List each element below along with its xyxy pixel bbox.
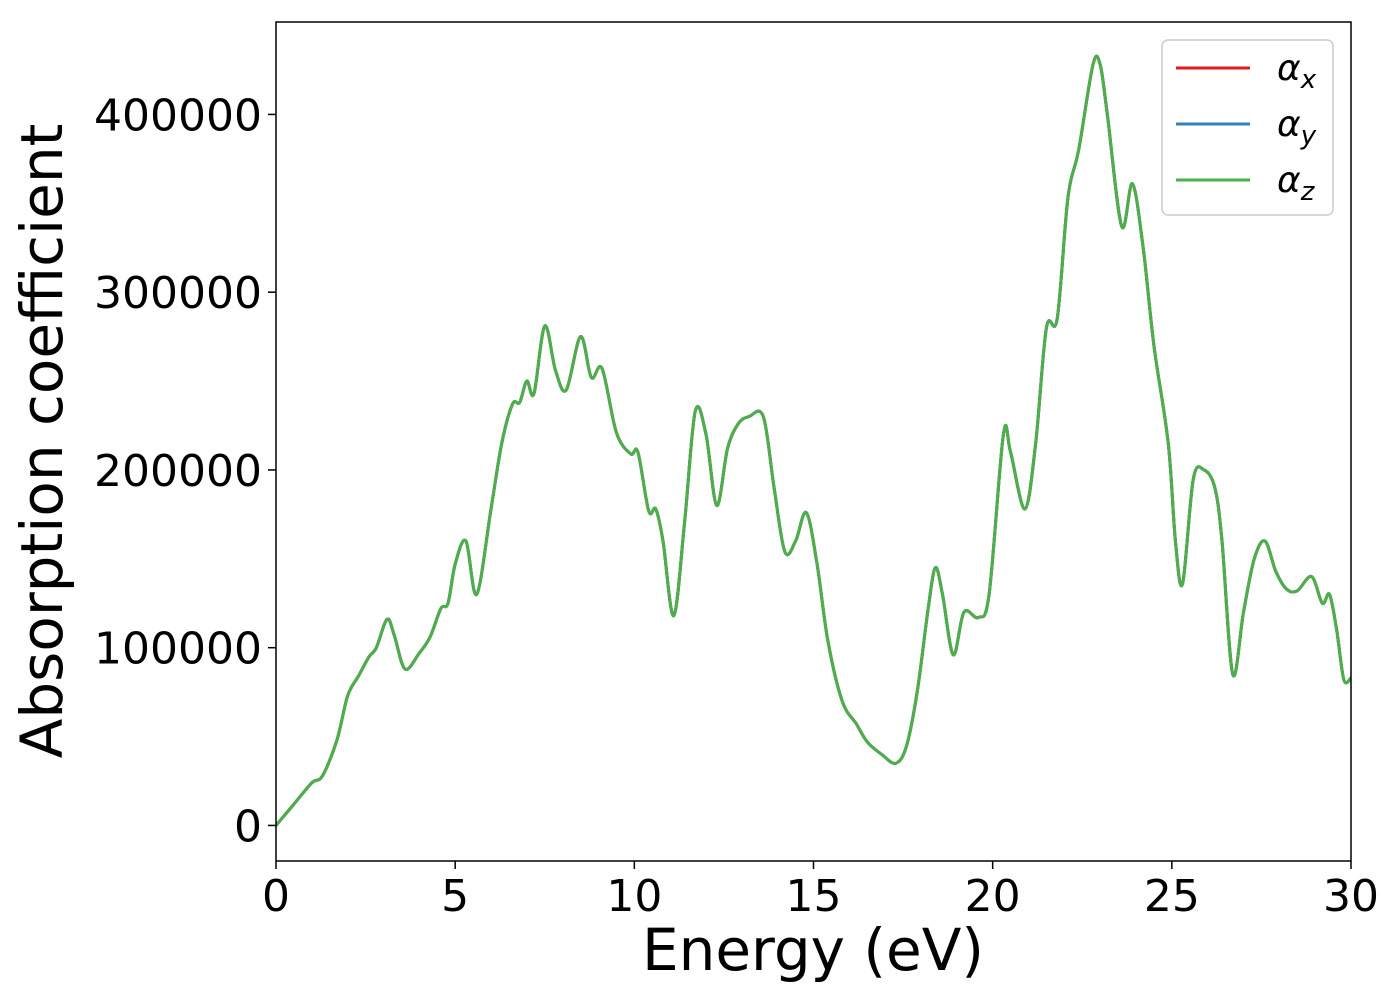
y-tick-label: 300000 bbox=[94, 268, 262, 319]
x-axis: 0 5 10 15 20 25 30 bbox=[262, 861, 1379, 922]
x-tick-label: 0 bbox=[262, 871, 290, 922]
y-tick-label: 100000 bbox=[94, 624, 262, 675]
x-tick-label: 25 bbox=[1144, 871, 1200, 922]
x-tick-label: 15 bbox=[786, 871, 842, 922]
y-axis: 0 100000 200000 300000 400000 bbox=[94, 90, 276, 852]
x-axis-label: Energy (eV) bbox=[642, 916, 984, 984]
legend-label: αy bbox=[1277, 104, 1317, 151]
series-line-2 bbox=[276, 54, 1351, 827]
y-tick-label: 200000 bbox=[94, 446, 262, 497]
legend: αx αy αz bbox=[1161, 39, 1334, 216]
x-tick-label: 20 bbox=[965, 871, 1021, 922]
legend-label: αz bbox=[1277, 160, 1316, 207]
x-tick-label: 30 bbox=[1323, 871, 1379, 922]
y-tick-label: 400000 bbox=[94, 90, 262, 141]
series-layer bbox=[276, 54, 1351, 827]
x-tick-label: 5 bbox=[441, 871, 469, 922]
y-axis-label: Absorption coefficient bbox=[8, 124, 76, 759]
legend-box bbox=[1161, 39, 1334, 216]
x-tick-label: 10 bbox=[606, 871, 662, 922]
y-tick-label: 0 bbox=[234, 801, 262, 852]
legend-label: αx bbox=[1277, 48, 1317, 95]
